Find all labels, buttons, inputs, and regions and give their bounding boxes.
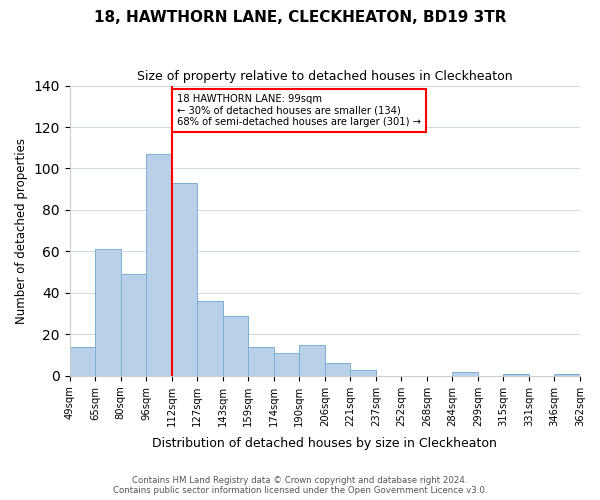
Bar	[172, 183, 197, 376]
Bar	[274, 353, 299, 376]
Bar	[325, 364, 350, 376]
Bar	[452, 372, 478, 376]
Y-axis label: Number of detached properties: Number of detached properties	[15, 138, 28, 324]
Bar	[121, 274, 146, 376]
Text: Contains HM Land Registry data © Crown copyright and database right 2024.
Contai: Contains HM Land Registry data © Crown c…	[113, 476, 487, 495]
Bar	[248, 347, 274, 376]
Bar	[554, 374, 580, 376]
Bar	[223, 316, 248, 376]
Text: 18 HAWTHORN LANE: 99sqm
← 30% of detached houses are smaller (134)
68% of semi-d: 18 HAWTHORN LANE: 99sqm ← 30% of detache…	[177, 94, 421, 127]
Bar	[70, 347, 95, 376]
Bar	[146, 154, 172, 376]
Bar	[503, 374, 529, 376]
Title: Size of property relative to detached houses in Cleckheaton: Size of property relative to detached ho…	[137, 70, 512, 83]
Bar	[350, 370, 376, 376]
Text: 18, HAWTHORN LANE, CLECKHEATON, BD19 3TR: 18, HAWTHORN LANE, CLECKHEATON, BD19 3TR	[94, 10, 506, 25]
Bar	[95, 250, 121, 376]
X-axis label: Distribution of detached houses by size in Cleckheaton: Distribution of detached houses by size …	[152, 437, 497, 450]
Bar	[197, 301, 223, 376]
Bar	[299, 344, 325, 376]
